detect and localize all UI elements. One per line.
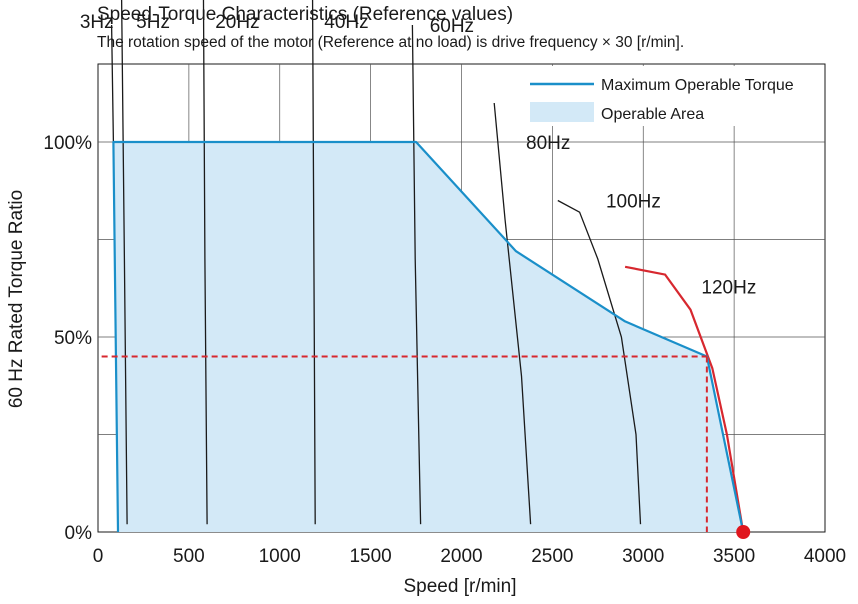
legend-area-swatch [530, 102, 594, 122]
y-tick-label: 50% [54, 328, 92, 349]
curve-label-80hz: 80Hz [526, 133, 570, 154]
operating-point-marker [736, 525, 751, 539]
x-tick-label: 2500 [531, 546, 573, 567]
x-tick-label: 4000 [804, 546, 846, 567]
chart-title: Speed-Torque Characteristics (Reference … [97, 4, 514, 25]
curve-label-3hz: 3Hz [80, 12, 114, 33]
x-tick-label: 1000 [259, 546, 301, 567]
curve-labels: 3Hz 5Hz 20Hz 40Hz 60Hz 80Hz 100Hz 120Hz [80, 12, 757, 298]
y-axis-label: 60 Hz Rated Torque Ratio [6, 190, 27, 408]
legend: Maximum Operable Torque Operable Area [525, 66, 823, 126]
x-axis-label: Speed [r/min] [404, 576, 517, 597]
x-tick-label: 500 [173, 546, 205, 567]
y-tick-labels: 0% 50% 100% [43, 133, 92, 544]
y-tick-label: 0% [65, 523, 93, 544]
operable-area-layer [113, 142, 744, 532]
curve-5hz [120, 0, 128, 525]
y-tick-label: 100% [43, 133, 92, 154]
curve-label-20hz: 20Hz [215, 12, 259, 33]
chart-subtitle: The rotation speed of the motor (Referen… [97, 34, 685, 51]
legend-label-operable-area: Operable Area [601, 106, 704, 123]
legend-label-max-torque: Maximum Operable Torque [601, 77, 794, 94]
x-tick-label: 3500 [713, 546, 755, 567]
x-tick-label: 2000 [440, 546, 482, 567]
curve-120hz [624, 265, 745, 533]
x-tick-label: 1500 [349, 546, 391, 567]
reference-lines-layer [101, 355, 751, 539]
curve-80hz [493, 102, 532, 525]
curve-20hz [202, 0, 208, 525]
operable-area [113, 142, 744, 532]
curve-40hz [311, 0, 316, 525]
curve-label-60hz: 60Hz [430, 16, 474, 37]
curve-label-100hz: 100Hz [606, 192, 661, 213]
curve-label-120hz: 120Hz [701, 277, 756, 298]
curve-100hz [557, 199, 642, 525]
curve-label-5hz: 5Hz [136, 12, 170, 33]
x-tick-label: 3000 [622, 546, 664, 567]
x-tick-labels: 0 500 1000 1500 2000 2500 3000 3500 4000 [93, 546, 846, 567]
curve-label-40hz: 40Hz [324, 12, 368, 33]
x-tick-label: 0 [93, 546, 104, 567]
curve-60hz [411, 24, 422, 525]
